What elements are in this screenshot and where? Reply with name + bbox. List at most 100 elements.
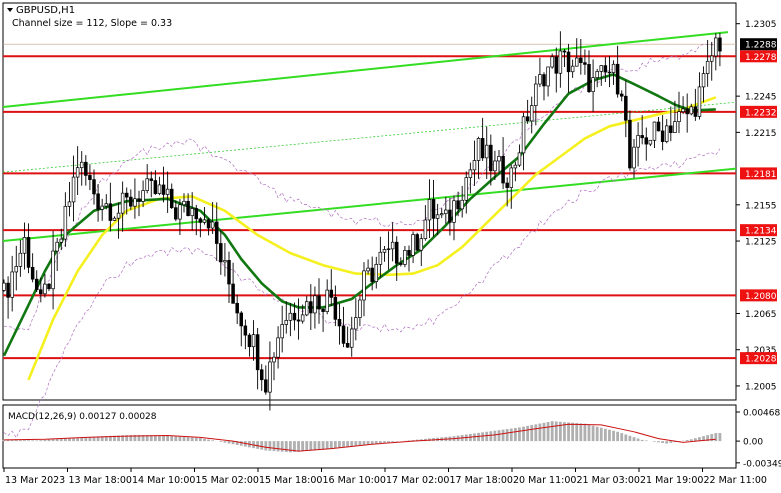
candle — [309, 284, 313, 331]
candle — [137, 190, 141, 217]
candle-body — [317, 295, 321, 310]
candle — [714, 33, 718, 71]
current-price-label-text: 1.2288 — [745, 41, 777, 51]
candle — [415, 232, 419, 251]
candle-body — [14, 266, 19, 273]
candle-body — [538, 74, 542, 85]
price-tick-label: 1.2065 — [745, 310, 777, 320]
candle — [693, 88, 698, 121]
candle-body — [96, 193, 100, 210]
candle — [656, 116, 661, 132]
candle — [194, 204, 199, 236]
candle — [681, 96, 685, 115]
candle — [337, 303, 342, 345]
level-label-box — [740, 167, 777, 180]
macd-tick-label: 0.00468 — [743, 408, 780, 418]
candle-body — [382, 249, 387, 253]
candle — [2, 279, 6, 292]
candle-body — [709, 55, 714, 62]
level-label-text: 1.2134 — [745, 227, 777, 237]
channel-lower-line — [2, 167, 737, 243]
candle — [231, 262, 235, 304]
candle-body — [186, 200, 190, 217]
candle-body — [394, 241, 399, 264]
candle — [701, 66, 706, 103]
candle — [182, 193, 186, 213]
candle — [591, 59, 595, 112]
candle — [84, 155, 88, 186]
candle-body — [88, 175, 92, 180]
candle — [22, 222, 27, 270]
candle — [362, 262, 366, 317]
candle-body — [664, 125, 669, 142]
level-label-box — [740, 50, 777, 63]
candle — [71, 155, 76, 222]
candle-body — [243, 325, 248, 336]
candle-body — [660, 130, 665, 142]
candle — [272, 352, 276, 381]
level-label-text: 1.2278 — [745, 53, 777, 63]
level-label-text: 1.2080 — [745, 292, 777, 302]
candle-body — [554, 56, 559, 74]
candle-body — [43, 283, 47, 295]
candle — [546, 66, 550, 97]
time-axis: 13 Mar 2023 13 Mar 18:00 14 Mar 10:00 15 Ma… — [3, 468, 767, 486]
candle-body — [227, 260, 231, 285]
candle-body — [472, 160, 477, 171]
candle-body — [272, 356, 276, 363]
candle — [423, 205, 428, 241]
candle-body — [439, 213, 444, 216]
candle — [444, 196, 448, 224]
candle — [63, 192, 68, 247]
candle-body — [247, 334, 252, 348]
channel-mid-line — [2, 101, 737, 173]
candle-body — [509, 167, 514, 188]
time-tick-label: 15 Mar 02:00 — [196, 475, 259, 486]
candle — [660, 115, 665, 151]
price-tick-label: 1.2215 — [745, 129, 777, 139]
candle-body — [10, 271, 14, 298]
level-label-text: 1.2232 — [745, 108, 777, 118]
candle — [611, 60, 616, 85]
candle-body — [411, 234, 415, 256]
candle-body — [349, 328, 354, 348]
candle-body — [280, 324, 284, 339]
candle-body — [34, 278, 39, 291]
channel-upper-line — [2, 31, 729, 109]
candle-body — [456, 200, 460, 210]
time-tick-label: 13 Mar 18:00 — [69, 475, 132, 486]
candle — [636, 122, 640, 167]
candle — [284, 301, 289, 334]
candle-body — [493, 160, 497, 172]
candle — [562, 49, 567, 68]
time-tick-label: 20 Mar 11:00 — [513, 475, 576, 486]
collapse-triangle-icon[interactable] — [7, 8, 13, 12]
candle — [47, 283, 51, 292]
candle — [448, 197, 452, 236]
candle — [219, 229, 223, 275]
candle — [529, 96, 534, 134]
time-tick-label: 21 Mar 19:00 — [640, 475, 703, 486]
candle-body — [570, 65, 575, 73]
candle — [579, 39, 583, 75]
candle — [669, 106, 673, 142]
candle-body — [137, 198, 141, 202]
candle-body — [489, 144, 493, 172]
candle — [403, 246, 407, 268]
candle-body — [615, 63, 620, 95]
macd-tick-label: 0.00 — [743, 438, 763, 448]
candle-body — [566, 51, 571, 73]
candle — [407, 245, 411, 272]
candle — [652, 121, 657, 149]
candle — [718, 32, 722, 67]
candle — [129, 189, 133, 210]
candle — [640, 115, 644, 145]
candle — [513, 161, 518, 182]
candle-body — [178, 204, 182, 220]
candle — [325, 279, 329, 315]
candle-body — [644, 137, 649, 145]
candle — [505, 177, 509, 207]
candle — [554, 47, 559, 93]
candle-body — [587, 64, 591, 92]
candle-body — [206, 219, 211, 229]
